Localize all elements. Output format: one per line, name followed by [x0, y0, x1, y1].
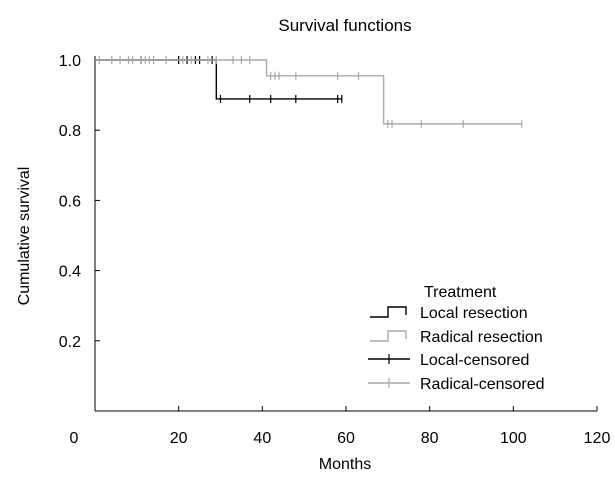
series-radical: [95, 56, 523, 128]
legend-title: Treatment: [424, 284, 497, 301]
legend-entry: Radical-censored: [420, 376, 545, 393]
y-axis-ticks: 0.2 0.4 0.6 0.8 1.0: [59, 53, 100, 351]
x-axis-ticks: 0 20 40 60 80 100 120: [70, 406, 611, 447]
legend-step-swatch: [370, 330, 407, 342]
x-tick-label: 80: [421, 430, 439, 447]
legend: Treatment Local resection Radical resecti…: [368, 284, 545, 393]
y-tick-label: 1.0: [59, 53, 81, 70]
legend-step-swatch: [370, 306, 407, 318]
y-axis-label: Cumulative survival: [16, 167, 33, 306]
legend-entry: Local resection: [420, 305, 528, 322]
x-tick-label: 20: [170, 430, 188, 447]
legend-entry: Radical resection: [420, 329, 543, 346]
x-tick-label: 40: [253, 430, 271, 447]
x-tick-label: 120: [584, 430, 611, 447]
x-tick-label: 0: [70, 430, 79, 447]
legend-entry: Local-censored: [420, 352, 529, 369]
survival-step-line: [95, 59, 342, 100]
y-tick-label: 0.8: [59, 123, 81, 140]
y-tick-label: 0.6: [59, 193, 81, 210]
x-tick-label: 60: [337, 430, 355, 447]
plot-area: [95, 56, 523, 128]
survival-step-line: [95, 59, 522, 125]
y-tick-label: 0.4: [59, 264, 81, 281]
x-axis-label: Months: [319, 456, 371, 473]
x-tick-label: 100: [500, 430, 527, 447]
y-tick-label: 0.2: [59, 334, 81, 351]
series-local: [95, 56, 343, 103]
chart-title: Survival functions: [278, 16, 411, 35]
